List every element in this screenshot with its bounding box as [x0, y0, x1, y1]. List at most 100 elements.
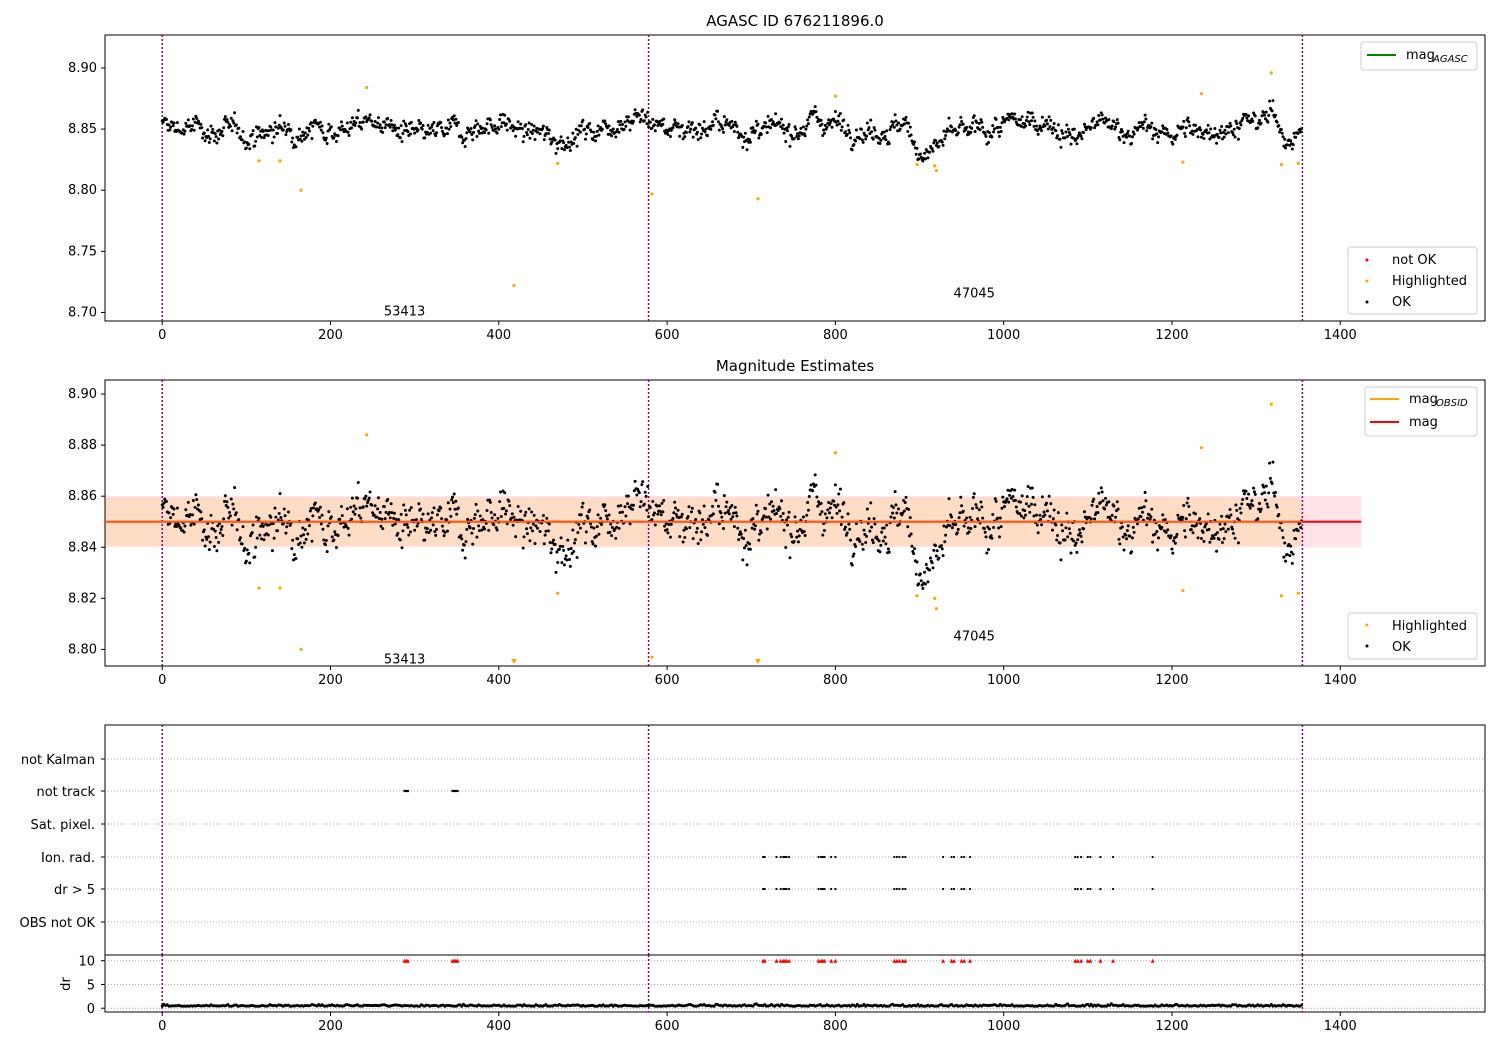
flag-row-label: Sat. pixel. — [31, 818, 95, 833]
ok-point — [391, 129, 395, 133]
ok-point — [503, 113, 507, 117]
ok-point — [867, 126, 871, 130]
ok-point — [737, 538, 741, 542]
ok-point — [840, 515, 844, 519]
ok-point — [1171, 551, 1175, 555]
ok-point — [1194, 523, 1198, 527]
ok-point — [814, 110, 818, 114]
ok-point — [360, 127, 364, 131]
ok-point — [996, 516, 1000, 520]
ok-point — [769, 118, 773, 122]
ok-point — [655, 504, 659, 508]
ok-point — [346, 526, 350, 530]
ion-rad-point — [1086, 855, 1089, 859]
ok-point — [796, 529, 800, 533]
ion-rad-point — [941, 855, 945, 859]
ok-point — [1035, 523, 1039, 527]
ok-point — [694, 126, 698, 130]
ok-point — [829, 502, 833, 506]
ok-point — [633, 479, 637, 483]
ok-point — [651, 499, 655, 503]
ok-point — [499, 125, 503, 129]
ok-point — [388, 516, 392, 520]
ok-point — [1011, 495, 1015, 499]
ok-point — [1257, 502, 1261, 506]
panel-mag-estimates-title: Magnitude Estimates — [716, 357, 874, 375]
ok-point — [702, 504, 706, 508]
ok-point — [477, 524, 481, 528]
ok-point — [944, 533, 948, 537]
ok-point — [1270, 109, 1274, 113]
ok-point — [211, 127, 215, 131]
ok-point — [463, 144, 467, 148]
dr-gt-5-point — [783, 887, 787, 891]
ok-point — [1187, 505, 1191, 509]
dr-flagged-marker — [405, 958, 410, 963]
ok-point — [389, 118, 393, 122]
ok-point — [619, 119, 623, 123]
ok-point — [488, 498, 492, 502]
ok-point — [691, 135, 695, 139]
ok-point — [626, 115, 630, 119]
ok-point — [229, 116, 233, 120]
ok-point — [880, 530, 884, 534]
ok-point — [821, 134, 825, 138]
ok-point — [1169, 134, 1173, 138]
ok-point — [689, 127, 693, 131]
ok-point — [1262, 111, 1266, 115]
ok-point — [920, 583, 924, 587]
ok-point — [562, 548, 566, 552]
ok-point — [1067, 527, 1071, 531]
ok-point — [1215, 549, 1219, 553]
ok-point — [687, 505, 691, 509]
dr-gt-5-point — [952, 887, 956, 891]
ok-point — [1183, 131, 1187, 135]
ok-point — [769, 126, 773, 130]
ok-point — [1171, 142, 1175, 146]
ok-point — [573, 136, 577, 140]
ok-point — [731, 515, 735, 519]
ok-point — [228, 514, 232, 518]
ok-point — [1026, 484, 1030, 488]
ok-point — [688, 526, 692, 530]
ok-point — [904, 495, 908, 499]
ok-point — [357, 514, 361, 518]
ok-point — [497, 127, 501, 131]
ok-point — [633, 108, 637, 112]
highlighted-point — [257, 586, 261, 590]
ok-point — [504, 509, 508, 513]
ok-point — [238, 536, 242, 540]
ok-point — [404, 513, 408, 517]
ok-point — [1020, 494, 1024, 498]
ok-point — [1013, 498, 1017, 502]
ok-point — [674, 506, 678, 510]
ok-point — [167, 511, 171, 515]
ok-point — [604, 122, 608, 126]
ion-rad-point — [968, 855, 972, 859]
ok-point — [917, 157, 921, 161]
ok-point — [223, 494, 227, 498]
ok-point — [700, 530, 704, 534]
ok-point — [691, 537, 695, 541]
ok-point — [528, 539, 532, 543]
ok-point — [714, 117, 718, 121]
ok-point — [417, 119, 421, 123]
panel-dr-xtick-label: 1000 — [987, 1019, 1020, 1034]
ok-point — [1137, 121, 1141, 125]
ok-point — [221, 134, 225, 138]
ok-point — [251, 523, 255, 527]
ok-point — [377, 516, 381, 520]
ok-point — [1191, 531, 1195, 535]
ok-point — [865, 134, 869, 138]
ok-point — [723, 123, 727, 127]
ok-point — [207, 140, 211, 144]
ok-point — [813, 105, 817, 109]
ok-point — [257, 125, 261, 129]
ok-point — [1196, 135, 1200, 139]
ok-point — [299, 134, 303, 138]
ok-point — [1290, 147, 1294, 151]
ok-point — [1263, 498, 1267, 502]
ok-point — [1050, 131, 1054, 135]
ok-point — [431, 129, 435, 133]
ok-point — [403, 523, 407, 527]
